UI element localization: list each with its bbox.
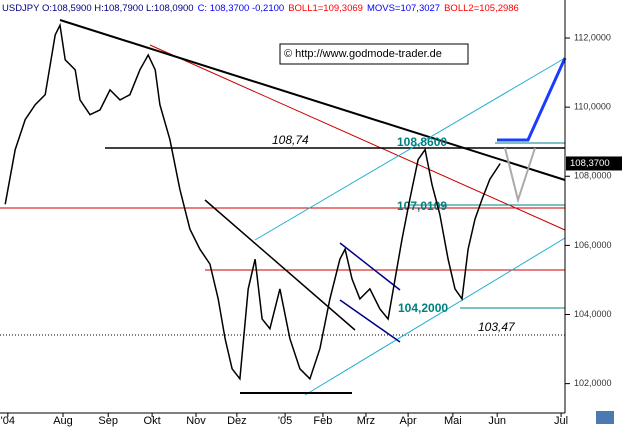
copyright-box <box>279 43 469 65</box>
y-tick-label: 110,0000 <box>574 102 611 112</box>
x-tick-label: Feb <box>313 415 332 427</box>
x-tick-label: Mai <box>444 415 462 427</box>
annotation: 108,74 <box>272 133 309 147</box>
trend-line <box>204 199 356 331</box>
x-tick-label: Mrz <box>357 415 375 427</box>
x-tick-label: Okt <box>144 415 161 427</box>
x-tick-label: Jul <box>554 415 568 427</box>
y-tick-label: 112,0000 <box>574 32 611 42</box>
forecast-arrow <box>497 57 567 142</box>
header-item: BOLL2=105,2986 <box>444 3 519 14</box>
header-item: USDJPY O:108,5900 H:108,7900 L:108,0900 <box>2 3 194 14</box>
x-tick-label: Apr <box>400 415 417 427</box>
trend-line <box>59 19 566 181</box>
copyright: © http://www.godmode-trader.de <box>284 48 442 60</box>
channel-line <box>304 237 566 396</box>
x-tick-label: Sep <box>98 415 118 427</box>
annotation: 104,2000 <box>398 301 448 315</box>
trend-line <box>149 44 566 231</box>
price-line <box>4 22 501 381</box>
last-price-label: 108,3700 <box>570 158 610 169</box>
header-item: MOVS=107,3027 <box>367 3 440 14</box>
x-tick-label: Nov <box>186 415 206 427</box>
flag-line <box>339 242 401 291</box>
x-tick-label: Aug <box>53 415 73 427</box>
header-item: C: 108,3700 -0,2100 <box>198 3 285 14</box>
annotation: 108,8600 <box>397 135 447 149</box>
annotation: 107,0109 <box>397 199 447 213</box>
icon <box>596 411 614 424</box>
y-tick-label: 106,0000 <box>574 240 612 250</box>
flag-line <box>339 299 401 343</box>
header-item: BOLL1=109,3069 <box>288 3 363 14</box>
y-tick-label: 104,0000 <box>574 309 612 319</box>
header: USDJPY O:108,5900 H:108,7900 L:108,0900 C… <box>2 3 519 14</box>
last-price-box <box>566 156 622 171</box>
x-tick-label: Dez <box>227 415 247 427</box>
y-tick-label: 102,0000 <box>574 378 612 388</box>
y-tick-label: 108,0000 <box>574 171 612 181</box>
channel-line <box>254 57 566 241</box>
x-tick-label: Jun <box>488 415 506 427</box>
x-tick-label: '04 <box>1 415 15 427</box>
x-tick-label: '05 <box>278 415 292 427</box>
forecast-v <box>504 147 536 204</box>
annotation: 103,47 <box>478 320 516 334</box>
